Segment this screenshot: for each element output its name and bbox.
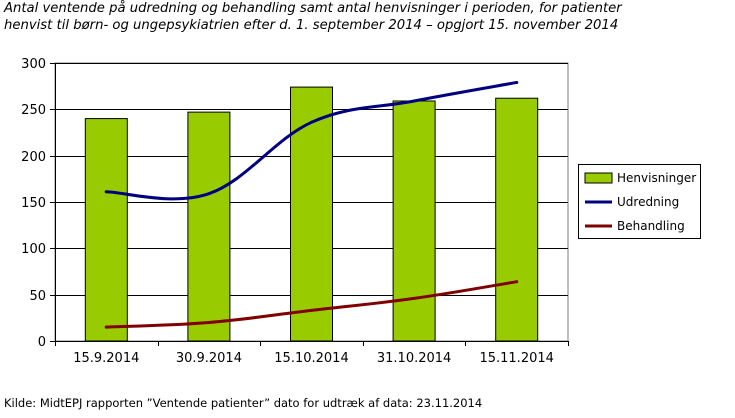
x-tick-label-15.10.2014: 15.10.2014 (274, 351, 348, 366)
point-udredning-15.11.2014 (515, 80, 519, 84)
bar-henvisninger-30.9.2014 (187, 111, 231, 342)
legend-label-udredning: Udredning (617, 195, 679, 209)
point-udredning-30.9.2014 (207, 192, 211, 196)
x-tick-label-30.9.2014: 30.9.2014 (176, 351, 242, 366)
y-tick-label-250: 250 (21, 103, 46, 118)
point-behandling-15.10.2014 (310, 308, 313, 312)
bar-henvisninger-31.10.2014 (392, 100, 436, 342)
legend-label-henvisninger: Henvisninger (617, 171, 696, 185)
x-tick-label-31.10.2014: 31.10.2014 (377, 351, 451, 366)
point-udredning-15.9.2014 (104, 190, 108, 194)
legend: Henvisninger Udredning Behandling (578, 164, 701, 239)
point-behandling-30.9.2014 (207, 320, 211, 324)
x-tick-label-15.9.2014: 15.9.2014 (73, 351, 139, 366)
axes: 0 50 100 150 200 250 300 15.9.2014 30.9.2014 15.1… (21, 57, 569, 366)
point-behandling-31.10.2014 (412, 296, 416, 300)
point-behandling-15.9.2014 (104, 325, 108, 329)
chart-title-line-1: Antal ventende på udredning og behandlin… (4, 1, 622, 16)
y-tick-label-0: 0 (38, 335, 46, 350)
legend-label-behandling: Behandling (617, 219, 685, 233)
y-tick-label-50: 50 (29, 289, 46, 304)
bar-henvisninger-15.10.2014 (290, 86, 333, 342)
bar-henvisninger-15.9.2014 (84, 118, 128, 342)
point-udredning-31.10.2014 (412, 99, 416, 103)
chart-title-line-2: henvist til børn- og ungepsykiatrien eft… (4, 18, 619, 33)
y-tick-label-150: 150 (21, 196, 46, 211)
y-tick-label-300: 300 (21, 57, 46, 72)
point-udredning-15.10.2014 (310, 120, 313, 124)
chart-title: Antal ventende på udredning og behandlin… (4, 0, 732, 34)
y-tick-label-200: 200 (21, 150, 46, 165)
bar-henvisninger-15.11.2014 (495, 97, 539, 342)
legend-swatch-henvisninger (584, 172, 613, 184)
bar-series-henvisninger (84, 86, 539, 342)
point-behandling-15.11.2014 (515, 280, 519, 284)
x-tick-label-15.11.2014: 15.11.2014 (479, 351, 553, 366)
source-note: Kilde: MidtEPJ rapporten ”Ventende patie… (4, 396, 483, 410)
line-series (104, 80, 519, 329)
y-tick-label-100: 100 (21, 242, 46, 257)
